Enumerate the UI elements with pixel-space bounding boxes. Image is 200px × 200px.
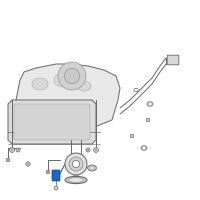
Circle shape [64,68,80,84]
Circle shape [65,153,87,175]
Circle shape [72,160,80,168]
Ellipse shape [142,147,146,149]
FancyBboxPatch shape [167,55,179,65]
Circle shape [46,170,50,174]
Ellipse shape [69,178,83,182]
Polygon shape [8,100,96,144]
Circle shape [146,118,150,122]
Ellipse shape [54,73,74,87]
Circle shape [54,174,58,178]
Ellipse shape [147,102,153,106]
Circle shape [58,62,86,90]
FancyBboxPatch shape [52,170,60,181]
Circle shape [16,148,20,152]
Ellipse shape [148,103,152,105]
Ellipse shape [90,166,94,170]
Ellipse shape [65,176,87,184]
Ellipse shape [134,88,138,92]
Ellipse shape [77,81,91,91]
Ellipse shape [88,165,96,171]
Ellipse shape [32,78,48,90]
Circle shape [54,186,58,190]
Circle shape [10,148,14,152]
Polygon shape [16,64,120,128]
Circle shape [26,162,30,166]
Circle shape [86,148,90,152]
Circle shape [94,148,98,152]
Ellipse shape [141,146,147,150]
Circle shape [69,157,83,171]
Circle shape [74,174,78,178]
FancyBboxPatch shape [14,104,90,140]
Circle shape [6,158,10,162]
Circle shape [130,134,134,138]
